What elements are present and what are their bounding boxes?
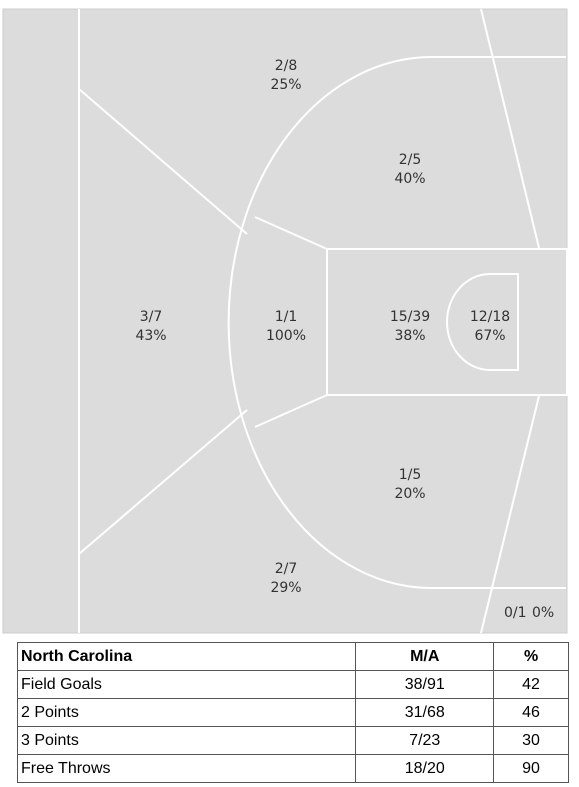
shooting-stats-table: North Carolina M/A % Field Goals 38/91 4… (16, 642, 569, 783)
upper-mid-divider (254, 216, 328, 250)
row-made-attempted: 31/68 (355, 698, 495, 727)
zone-top-mid-range: 2/5 40% (394, 152, 425, 187)
zone-made-att: 1/5 (399, 467, 422, 483)
restricted-arc (446, 273, 519, 371)
zone-pct: 67% (474, 328, 505, 344)
row-made-attempted: 7/23 (355, 726, 495, 755)
row-made-attempted: 38/91 (355, 670, 495, 699)
row-percent: 30 (493, 726, 569, 755)
row-percent: 90 (493, 754, 569, 783)
zone-made-att: 12/18 (470, 309, 510, 325)
zone-pct: 38% (394, 328, 425, 344)
zone-made-att: 2/8 (275, 58, 298, 74)
zone-made-att: 1/1 (275, 309, 298, 325)
row-label: 3 Points (16, 726, 357, 755)
bottom-corner-divider (480, 395, 540, 634)
row-made-attempted: 18/20 (355, 754, 495, 783)
court-floor (2, 8, 568, 634)
team-name-header: North Carolina (16, 642, 357, 671)
row-percent: 46 (493, 698, 569, 727)
table-header-row: North Carolina M/A % (16, 642, 569, 671)
zone-made-att: 2/7 (275, 561, 298, 577)
lower-wing-divider (78, 409, 248, 555)
zone-pct: 25% (270, 77, 301, 93)
zone-bottom-baseline: 0/1 0% (504, 605, 554, 621)
zone-restricted-area: 12/18 67% (470, 309, 510, 344)
paint-box (326, 248, 568, 396)
zone-top-corner-3: 2/8 25% (270, 58, 301, 93)
row-label: 2 Points (16, 698, 357, 727)
table-row: Field Goals 38/91 42 (16, 670, 569, 699)
three-point-arc (227, 56, 566, 589)
row-percent: 42 (493, 670, 569, 699)
zone-bottom-mid-range: 1/5 20% (394, 467, 425, 502)
table-row: 3 Points 7/23 30 (16, 726, 569, 755)
zone-made-att: 2/5 (399, 152, 422, 168)
zone-bottom-corner-3: 2/7 29% (270, 561, 301, 596)
zone-pct: 29% (270, 580, 301, 596)
zone-pct: 43% (135, 328, 166, 344)
row-label: Free Throws (16, 754, 357, 783)
zone-top-of-key-3: 3/7 43% (135, 309, 166, 344)
percent-header: % (493, 642, 569, 671)
zone-pct: 40% (394, 171, 425, 187)
upper-wing-divider (78, 88, 248, 235)
zone-made-att: 0/1 (504, 605, 527, 621)
row-label: Field Goals (16, 670, 357, 699)
zone-made-att: 3/7 (140, 309, 163, 325)
zone-pct: 100% (266, 328, 306, 344)
table-row: 2 Points 31/68 46 (16, 698, 569, 727)
zone-made-att: 15/39 (390, 309, 430, 325)
zone-paint: 15/39 38% (390, 309, 430, 344)
made-attempted-header: M/A (355, 642, 495, 671)
zone-pct: 0% (532, 605, 554, 621)
top-corner-divider (480, 8, 540, 249)
table-row: Free Throws 18/20 90 (16, 754, 569, 783)
zone-top-of-key-mid: 1/1 100% (266, 309, 306, 344)
lower-mid-divider (254, 394, 328, 428)
zone-pct: 20% (394, 486, 425, 502)
shot-chart-court: 2/8 25% 2/5 40% 3/7 43% 1/1 100% 15/39 3… (2, 8, 568, 634)
